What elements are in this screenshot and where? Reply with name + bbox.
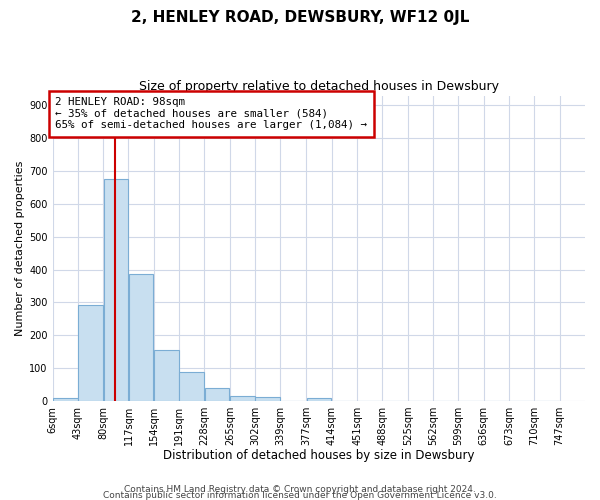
Bar [129, 274, 154, 401]
Text: 2, HENLEY ROAD, DEWSBURY, WF12 0JL: 2, HENLEY ROAD, DEWSBURY, WF12 0JL [131, 10, 469, 25]
Text: Contains public sector information licensed under the Open Government Licence v3: Contains public sector information licen… [103, 490, 497, 500]
Bar [104, 180, 128, 401]
Y-axis label: Number of detached properties: Number of detached properties [15, 160, 25, 336]
Bar [230, 396, 255, 401]
Title: Size of property relative to detached houses in Dewsbury: Size of property relative to detached ho… [139, 80, 499, 93]
Bar [307, 398, 331, 401]
Bar [179, 372, 204, 401]
Bar [78, 304, 103, 401]
Bar [256, 396, 280, 401]
X-axis label: Distribution of detached houses by size in Dewsbury: Distribution of detached houses by size … [163, 450, 475, 462]
Bar [154, 350, 179, 401]
Bar [53, 398, 77, 401]
Text: 2 HENLEY ROAD: 98sqm
← 35% of detached houses are smaller (584)
65% of semi-deta: 2 HENLEY ROAD: 98sqm ← 35% of detached h… [55, 97, 367, 130]
Bar [205, 388, 229, 401]
Text: Contains HM Land Registry data © Crown copyright and database right 2024.: Contains HM Land Registry data © Crown c… [124, 484, 476, 494]
